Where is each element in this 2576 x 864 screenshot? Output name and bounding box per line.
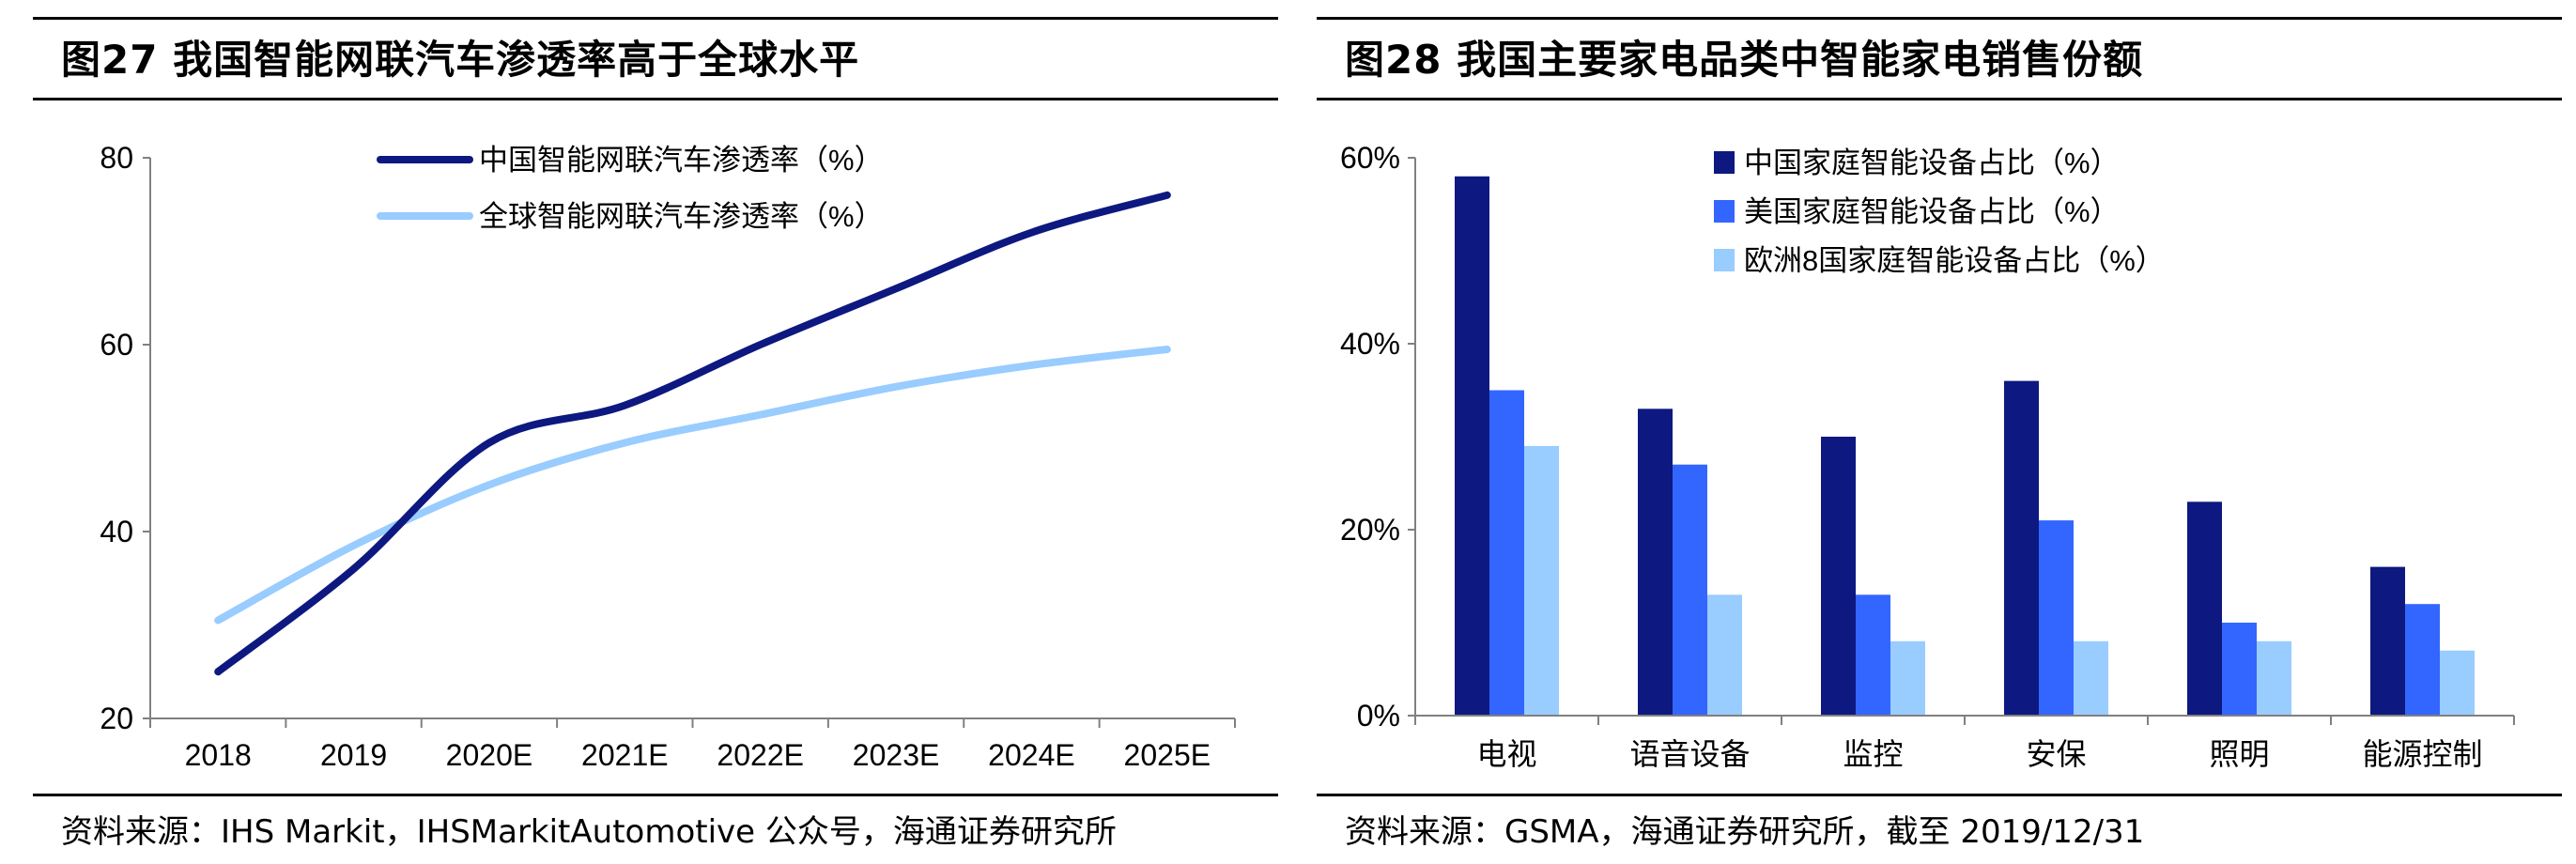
source-note: 资料来源：IHS Markit，IHSMarkitAutomotive 公众号，… bbox=[61, 813, 1117, 851]
bottom-rule bbox=[1317, 794, 2562, 796]
bar-1 bbox=[1638, 409, 1673, 716]
bar-1 bbox=[2370, 566, 2405, 716]
bar-3 bbox=[1524, 445, 1559, 716]
bar-3 bbox=[1707, 594, 1742, 716]
y-tick-label: 80 bbox=[100, 141, 133, 175]
x-tick-label: 照明 bbox=[2209, 737, 2269, 771]
figure-title: 图28 我国主要家电品类中智能家电销售份额 bbox=[1345, 37, 2144, 83]
series-line-global bbox=[214, 345, 1171, 625]
bar-2 bbox=[1673, 464, 1707, 716]
legend-label: 美国家庭智能设备占比（%） bbox=[1744, 195, 2120, 228]
bar-3 bbox=[1890, 640, 1925, 716]
x-tick-label: 监控 bbox=[1843, 737, 1903, 771]
legend-swatch bbox=[1714, 151, 1735, 174]
legend-label: 欧洲8国家庭智能设备占比（%） bbox=[1744, 244, 2165, 277]
line-chart: 20 40 60 80 2018 2019 2020E 2021E 2022E 2023E 2024… bbox=[100, 141, 1236, 772]
bar-2 bbox=[2039, 520, 2074, 716]
y-tick-label: 0% bbox=[1357, 699, 1400, 733]
figure-title: 图27 我国智能网联汽车渗透率高于全球水平 bbox=[61, 37, 860, 83]
bar-2 bbox=[1856, 594, 1890, 716]
legend-label: 中国家庭智能设备占比（%） bbox=[1744, 147, 2120, 179]
bar-1 bbox=[1821, 437, 1856, 716]
x-tick-label: 2019 bbox=[320, 738, 387, 772]
y-tick-label: 20% bbox=[1340, 513, 1400, 547]
x-tick-label: 2021E bbox=[581, 738, 669, 772]
x-tick-label: 电视 bbox=[1476, 737, 1536, 771]
bar-1 bbox=[1455, 176, 1489, 717]
x-tick-label: 2023E bbox=[853, 738, 940, 772]
x-tick-label: 语音设备 bbox=[1629, 737, 1750, 771]
x-tick-label: 2025E bbox=[1124, 738, 1211, 772]
bar-3 bbox=[2440, 650, 2475, 716]
source-note: 资料来源：GSMA，海通证券研究所，截至 2019/12/31 bbox=[1345, 813, 2145, 851]
title-rule bbox=[1317, 98, 2562, 100]
bar-1 bbox=[2004, 380, 2039, 716]
bar-2 bbox=[1489, 390, 1524, 716]
y-tick-label: 20 bbox=[100, 702, 133, 735]
x-tick-label: 安保 bbox=[2026, 737, 2086, 771]
bar-2 bbox=[2222, 623, 2257, 716]
right-figure-panel: 图28 我国主要家电品类中智能家电销售份额 0% 20% 40% 60% 电视 语音设备 监… bbox=[1317, 0, 2562, 864]
x-tick-label: 2020E bbox=[446, 738, 533, 772]
legend-swatch bbox=[1714, 249, 1735, 271]
bar-3 bbox=[2074, 640, 2108, 716]
left-figure-panel: 图27 我国智能网联汽车渗透率高于全球水平 20 40 60 80 2018 2019 20… bbox=[33, 0, 1278, 864]
x-tick-label: 2022E bbox=[717, 738, 804, 772]
x-tick-label: 能源控制 bbox=[2362, 737, 2482, 771]
bar-1 bbox=[2187, 501, 2222, 716]
series-line-china bbox=[214, 191, 1171, 676]
y-tick-label: 40 bbox=[100, 515, 133, 548]
y-tick-label: 40% bbox=[1340, 327, 1400, 361]
bottom-rule bbox=[33, 794, 1278, 796]
top-rule bbox=[33, 17, 1278, 20]
legend-label: 全球智能网联汽车渗透率（%） bbox=[479, 200, 884, 233]
bar-3 bbox=[2257, 640, 2291, 716]
bar-chart: 0% 20% 40% 60% 电视 语音设备 监控 安保 照明 能源控制 中国家庭智能设备占比（%）… bbox=[1340, 141, 2515, 771]
title-rule bbox=[33, 98, 1278, 100]
x-tick-label: 2024E bbox=[988, 738, 1075, 772]
top-rule bbox=[1317, 17, 2562, 20]
legend-label: 中国智能网联汽车渗透率（%） bbox=[479, 144, 884, 177]
y-tick-label: 60% bbox=[1340, 141, 1400, 175]
legend-swatch bbox=[1714, 200, 1735, 223]
y-tick-label: 60 bbox=[100, 328, 133, 362]
x-tick-label: 2018 bbox=[185, 738, 252, 772]
bar-2 bbox=[2405, 604, 2440, 716]
